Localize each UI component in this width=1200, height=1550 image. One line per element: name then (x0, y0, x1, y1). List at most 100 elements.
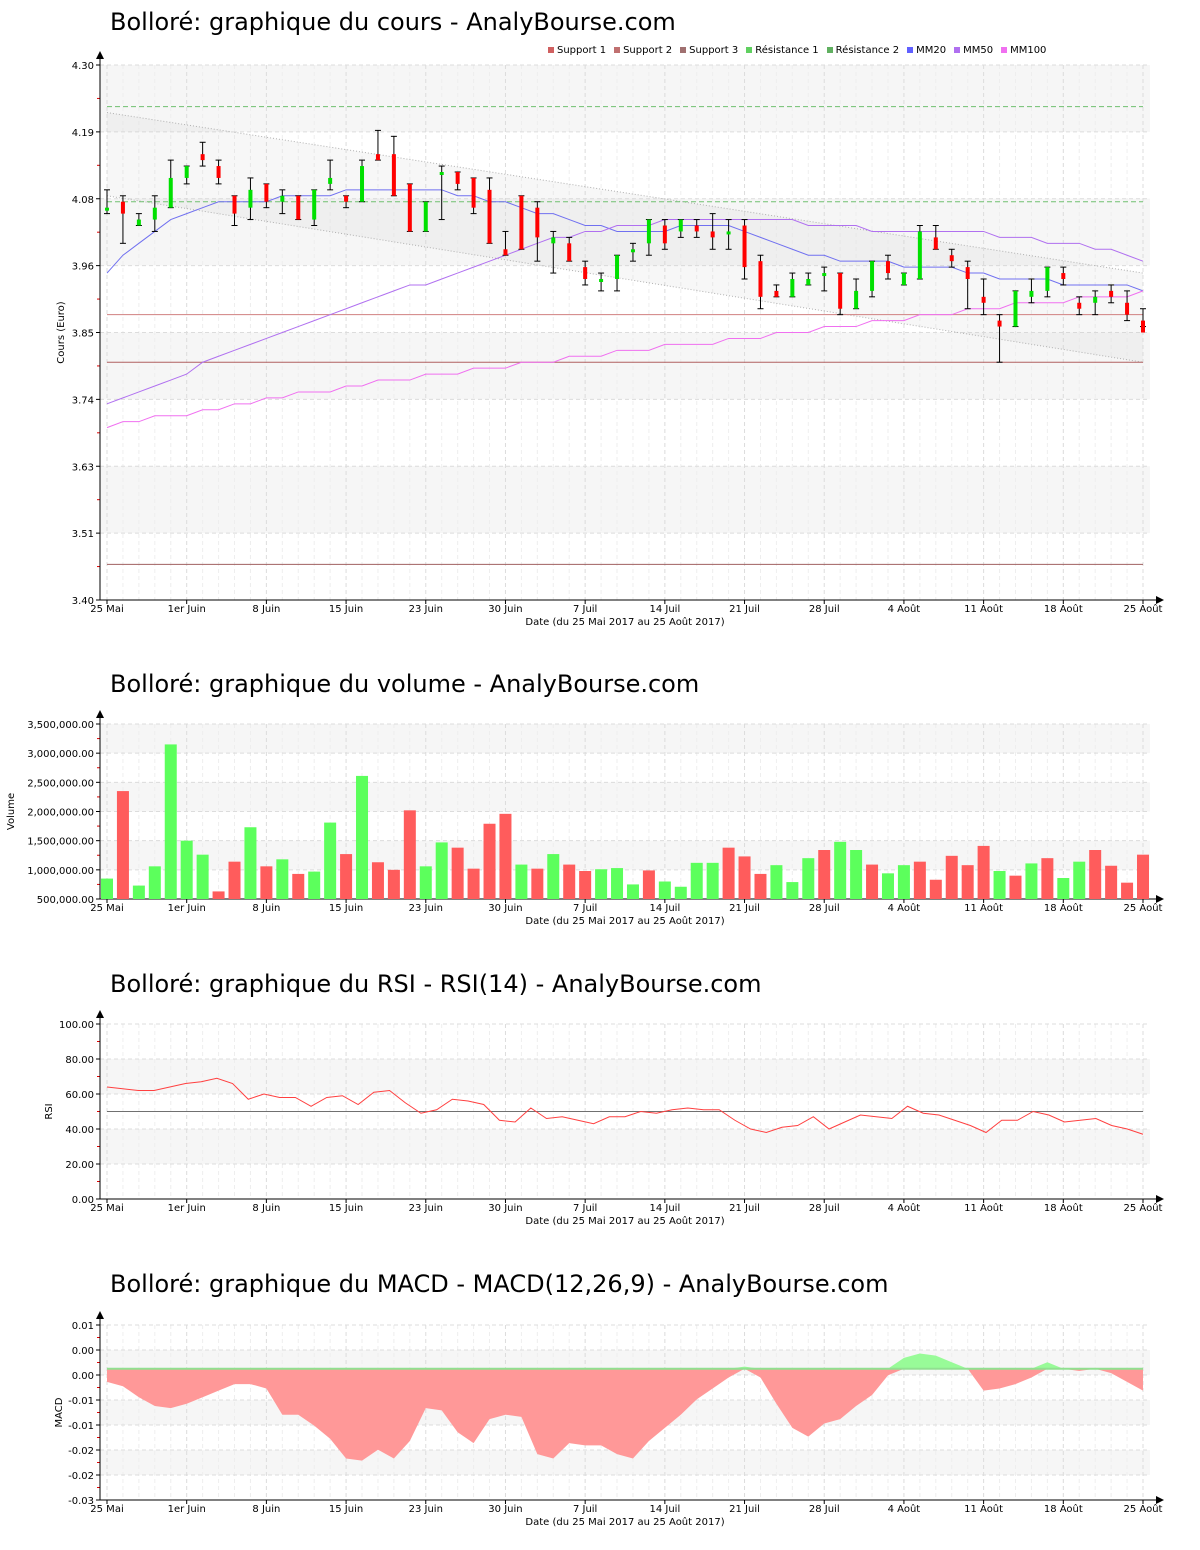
svg-text:25 Mai: 25 Mai (90, 1203, 123, 1214)
svg-text:4 Août: 4 Août (888, 1503, 921, 1515)
svg-text:25 Mai: 25 Mai (90, 903, 123, 914)
svg-text:8 Juin: 8 Juin (252, 903, 280, 914)
svg-text:8 Juin: 8 Juin (252, 1203, 280, 1214)
svg-text:4.30: 4.30 (72, 61, 94, 72)
svg-text:25 Août: 25 Août (1124, 603, 1163, 615)
legend-item: Support 1 (548, 45, 606, 56)
svg-text:25 Août: 25 Août (1124, 1202, 1163, 1214)
svg-text:-0.01: -0.01 (68, 1421, 94, 1432)
svg-text:21 Juil: 21 Juil (729, 1504, 760, 1515)
svg-text:25 Mai: 25 Mai (90, 604, 123, 615)
svg-text:RSI: RSI (44, 1103, 55, 1119)
svg-text:18 Août: 18 Août (1044, 1202, 1083, 1214)
rsi-chart: 0.00 20.00 40.00 60.00 80.00 100.00 25 Mai 1er … (44, 1010, 1164, 1227)
svg-text:8 Juin: 8 Juin (252, 604, 280, 615)
svg-text:0.00: 0.00 (72, 1346, 94, 1357)
svg-text:14 Juil: 14 Juil (649, 1203, 680, 1214)
svg-text:25 Août: 25 Août (1124, 902, 1163, 914)
svg-text:0.01: 0.01 (72, 1321, 94, 1332)
svg-text:3.40: 3.40 (72, 596, 94, 607)
svg-text:21 Juil: 21 Juil (729, 903, 760, 914)
svg-text:14 Juil: 14 Juil (649, 604, 680, 615)
svg-text:-0.03: -0.03 (68, 1496, 94, 1507)
svg-text:MACD: MACD (54, 1397, 65, 1427)
svg-text:3.85: 3.85 (72, 329, 94, 340)
svg-text:1er Juin: 1er Juin (168, 903, 206, 914)
svg-text:15 Juin: 15 Juin (329, 1504, 363, 1515)
svg-text:25 Août: 25 Août (1124, 1503, 1163, 1515)
svg-text:7 Juil: 7 Juil (573, 1504, 597, 1515)
svg-text:Date (du 25 Mai 2017 au 25 Aoû: Date (du 25 Mai 2017 au 25 Août 2017) (525, 1215, 724, 1227)
svg-text:0.00: 0.00 (72, 1195, 94, 1206)
legend-item: MM20 (907, 45, 946, 56)
volume-chart-title: Bolloré: graphique du volume - AnalyBour… (110, 670, 700, 698)
svg-text:1,000,000.00: 1,000,000.00 (27, 866, 94, 877)
svg-text:4 Août: 4 Août (888, 603, 921, 615)
svg-text:11 Août: 11 Août (964, 1503, 1003, 1515)
svg-text:500,000.00: 500,000.00 (37, 895, 94, 906)
svg-text:3.51: 3.51 (72, 529, 94, 540)
svg-text:11 Août: 11 Août (964, 603, 1003, 615)
svg-text:23 Juin: 23 Juin (409, 1504, 443, 1515)
svg-text:30 Juin: 30 Juin (488, 604, 522, 615)
svg-text:20.00: 20.00 (65, 1160, 94, 1171)
svg-text:100.00: 100.00 (59, 1020, 94, 1031)
svg-text:30 Juin: 30 Juin (488, 1504, 522, 1515)
svg-text:11 Août: 11 Août (964, 902, 1003, 914)
svg-text:28 Juil: 28 Juil (809, 1203, 840, 1214)
legend-item: Support 2 (614, 45, 672, 56)
svg-text:2,500,000.00: 2,500,000.00 (27, 778, 94, 789)
svg-text:2,000,000.00: 2,000,000.00 (27, 808, 94, 819)
svg-text:28 Juil: 28 Juil (809, 1504, 840, 1515)
svg-text:28 Juil: 28 Juil (809, 903, 840, 914)
svg-text:15 Juin: 15 Juin (329, 903, 363, 914)
svg-text:4.19: 4.19 (72, 128, 94, 139)
svg-text:1er Juin: 1er Juin (168, 1203, 206, 1214)
svg-text:7 Juil: 7 Juil (573, 903, 597, 914)
svg-text:23 Juin: 23 Juin (409, 903, 443, 914)
svg-text:21 Juil: 21 Juil (729, 1203, 760, 1214)
svg-text:60.00: 60.00 (65, 1090, 94, 1101)
svg-text:7 Juil: 7 Juil (573, 604, 597, 615)
svg-text:Cours (Euro): Cours (Euro) (56, 301, 67, 364)
svg-text:4 Août: 4 Août (888, 902, 921, 914)
svg-text:15 Juin: 15 Juin (329, 604, 363, 615)
svg-text:0.00: 0.00 (72, 1371, 94, 1382)
svg-text:23 Juin: 23 Juin (409, 604, 443, 615)
svg-text:Volume: Volume (6, 793, 17, 830)
svg-text:Date (du 25 Mai 2017 au 25 Aoû: Date (du 25 Mai 2017 au 25 Août 2017) (525, 1516, 724, 1528)
svg-text:8 Juin: 8 Juin (252, 1504, 280, 1515)
svg-text:3,000,000.00: 3,000,000.00 (27, 749, 94, 760)
volume-chart: 500,000.00 1,000,000.00 1,500,000.00 2,000,… (6, 710, 1164, 927)
svg-text:Date (du 25 Mai 2017 au 25 Aoû: Date (du 25 Mai 2017 au 25 Août 2017) (525, 915, 724, 927)
macd-chart-title: Bolloré: graphique du MACD - MACD(12,26,… (110, 1270, 889, 1298)
svg-text:40.00: 40.00 (65, 1125, 94, 1136)
legend-item: Support 3 (680, 45, 738, 56)
svg-text:Date (du 25 Mai 2017 au 25 Aoû: Date (du 25 Mai 2017 au 25 Août 2017) (525, 616, 724, 628)
svg-text:-0.01: -0.01 (68, 1396, 94, 1407)
macd-chart: -0.03 -0.02 -0.02 -0.01 -0.01 0.00 0.00 0.01 25 … (54, 1311, 1164, 1528)
svg-text:18 Août: 18 Août (1044, 603, 1083, 615)
price-chart: 3.40 3.51 3.63 3.74 3.85 3.96 4.08 4.19 4.30 25 M… (56, 51, 1164, 628)
svg-text:7 Juil: 7 Juil (573, 1203, 597, 1214)
svg-text:4 Août: 4 Août (888, 1202, 921, 1214)
svg-text:30 Juin: 30 Juin (488, 1203, 522, 1214)
svg-text:1er Juin: 1er Juin (168, 604, 206, 615)
svg-text:1er Juin: 1er Juin (168, 1504, 206, 1515)
svg-text:23 Juin: 23 Juin (409, 1203, 443, 1214)
svg-text:3.63: 3.63 (72, 462, 94, 473)
svg-text:3.96: 3.96 (72, 262, 94, 273)
legend-item: MM50 (954, 45, 993, 56)
svg-text:18 Août: 18 Août (1044, 1503, 1083, 1515)
svg-text:14 Juil: 14 Juil (649, 1504, 680, 1515)
legend-item: Résistance 2 (826, 45, 899, 56)
svg-text:80.00: 80.00 (65, 1055, 94, 1066)
svg-text:11 Août: 11 Août (964, 1202, 1003, 1214)
svg-text:25 Mai: 25 Mai (90, 1504, 123, 1515)
rsi-chart-title: Bolloré: graphique du RSI - RSI(14) - An… (110, 970, 762, 998)
price-chart-title: Bolloré: graphique du cours - AnalyBours… (110, 8, 676, 36)
svg-text:30 Juin: 30 Juin (488, 903, 522, 914)
svg-text:21 Juil: 21 Juil (729, 604, 760, 615)
price-legend: Support 1 Support 2 Support 3 Résistance 1 R… (548, 45, 1046, 56)
svg-text:15 Juin: 15 Juin (329, 1203, 363, 1214)
